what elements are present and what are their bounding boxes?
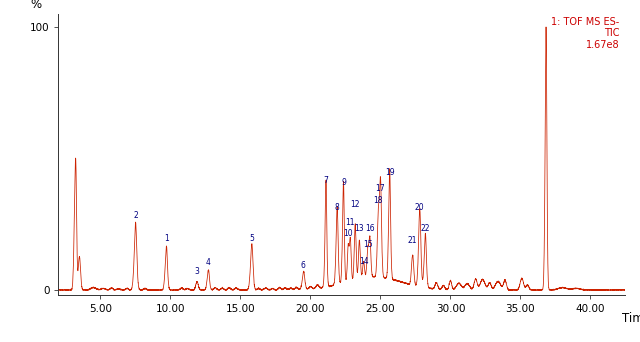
Text: 13: 13 bbox=[355, 224, 364, 233]
Y-axis label: %: % bbox=[30, 0, 42, 11]
Text: 4: 4 bbox=[206, 258, 211, 267]
Text: 20: 20 bbox=[415, 203, 424, 212]
Text: 18: 18 bbox=[374, 196, 383, 205]
X-axis label: Time: Time bbox=[622, 312, 640, 325]
Text: 9: 9 bbox=[342, 178, 346, 187]
Text: 1: 1 bbox=[164, 234, 168, 243]
Text: 22: 22 bbox=[420, 224, 430, 233]
Text: 17: 17 bbox=[376, 184, 385, 193]
Text: 2: 2 bbox=[133, 211, 138, 220]
Text: 7: 7 bbox=[323, 176, 328, 185]
Text: 10: 10 bbox=[344, 229, 353, 238]
Text: 5: 5 bbox=[249, 234, 254, 243]
Text: 21: 21 bbox=[408, 236, 417, 245]
Text: 6: 6 bbox=[301, 261, 306, 269]
Text: 12: 12 bbox=[351, 200, 360, 209]
Text: 3: 3 bbox=[195, 267, 200, 276]
Text: 1: TOF MS ES-
TIC
1.67e8: 1: TOF MS ES- TIC 1.67e8 bbox=[552, 17, 620, 50]
Text: 8: 8 bbox=[335, 203, 339, 212]
Text: 15: 15 bbox=[363, 239, 372, 249]
Text: 14: 14 bbox=[359, 256, 369, 266]
Text: 16: 16 bbox=[365, 224, 375, 233]
Text: 19: 19 bbox=[385, 169, 394, 177]
Text: 11: 11 bbox=[346, 219, 355, 227]
